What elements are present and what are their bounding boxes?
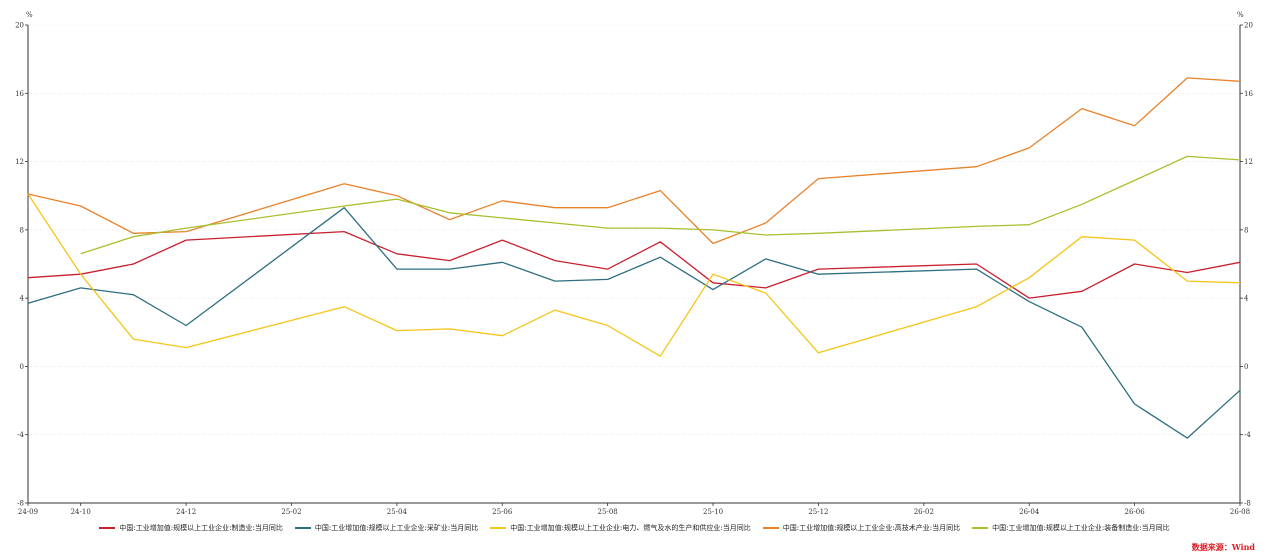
series-line-1 (27, 230, 1241, 299)
left-y-tick-label: 12 (15, 158, 24, 166)
left-axis-unit: % (26, 11, 33, 19)
x-tick-label: 25-04 (387, 508, 408, 516)
legend-label: 中国:工业增加值:规模以上工业企业:采矿业:当月同比 (314, 524, 479, 532)
series-line-5 (80, 155, 1241, 255)
x-tick-label: 25-08 (598, 508, 618, 516)
x-tick-label: 26-08 (1230, 508, 1250, 516)
x-tick-label: 24-09 (18, 508, 38, 516)
x-tick-label: 25-06 (492, 508, 513, 516)
x-tick-label: 24-10 (71, 508, 91, 516)
axes: % % (26, 11, 1244, 504)
left-y-tick-label: -8 (17, 500, 24, 508)
legend-swatch (972, 527, 989, 529)
legend-swatch (294, 527, 311, 529)
legend-swatch (99, 527, 116, 529)
legend-item: 中国:工业增加值:规模以上工业企业:制造业:当月同比 (99, 523, 283, 533)
right-y-tick-label: -4 (1244, 431, 1251, 439)
legend-label: 中国:工业增加值:规模以上工业企业:高技术产业:当月同比 (782, 524, 961, 532)
x-tick-label: 26-02 (914, 508, 934, 516)
x-tick-label: 25-02 (281, 508, 301, 516)
series-lines (27, 77, 1241, 439)
x-tick-label: 25-12 (808, 508, 828, 516)
left-y-tick-label: 0 (20, 363, 24, 371)
right-y-tick-label: 20 (1244, 22, 1253, 30)
left-y-tick-label: 4 (20, 295, 25, 303)
right-y-tick-label: 12 (1244, 158, 1253, 166)
right-y-tick-label: 4 (1244, 295, 1249, 303)
series-line-2 (27, 207, 1241, 439)
x-tick-label: 26-06 (1125, 508, 1146, 516)
left-y-tick-label: -4 (17, 431, 24, 439)
legend: 中国:工业增加值:规模以上工业企业:制造业:当月同比 中国:工业增加值:规模以上工… (0, 522, 1269, 534)
left-y-tick-label: 16 (15, 90, 24, 98)
legend-item: 中国:工业增加值:规模以上工业企业:电力、燃气及水的生产和供应业:当月同比 (490, 523, 751, 533)
legend-swatch (762, 527, 779, 529)
y-tick-labels: -8 -8 -4 -4 0 0 4 4 8 8 12 12 16 16 20 20 (15, 22, 1253, 508)
left-y-tick-label: 20 (15, 22, 24, 30)
legend-item: 中国:工业增加值:规模以上工业企业:采矿业:当月同比 (294, 523, 479, 533)
left-y-tick-label: 8 (20, 226, 24, 234)
source-label: 数据来源：Wind (1191, 542, 1255, 552)
right-y-tick-label: 8 (1244, 226, 1248, 234)
legend-swatch (490, 527, 507, 529)
series-line-4 (27, 77, 1241, 245)
right-y-tick-label: -8 (1244, 500, 1251, 508)
series-line-3 (27, 193, 1241, 357)
legend-label: 中国:工业增加值:规模以上工业企业:装备制造业:当月同比 (992, 524, 1170, 532)
legend-label: 中国:工业增加值:规模以上工业企业:电力、燃气及水的生产和供应业:当月同比 (510, 524, 751, 532)
legend-item: 中国:工业增加值:规模以上工业企业:装备制造业:当月同比 (972, 523, 1170, 533)
x-tick-labels: 24-09 24-10 24-12 25-02 25-04 25-06 25-08 25-10… (18, 503, 1250, 516)
x-tick-label: 25-10 (703, 508, 723, 516)
legend-item: 中国:工业增加值:规模以上工业企业:高技术产业:当月同比 (762, 523, 961, 533)
right-y-tick-label: 16 (1244, 90, 1253, 98)
x-tick-label: 24-12 (176, 508, 196, 516)
x-tick-label: 26-04 (1019, 508, 1040, 516)
right-y-tick-label: 0 (1244, 363, 1248, 371)
grid-lines (28, 24, 1240, 436)
right-axis-unit: % (1237, 11, 1244, 19)
legend-label: 中国:工业增加值:规模以上工业企业:制造业:当月同比 (119, 524, 283, 532)
